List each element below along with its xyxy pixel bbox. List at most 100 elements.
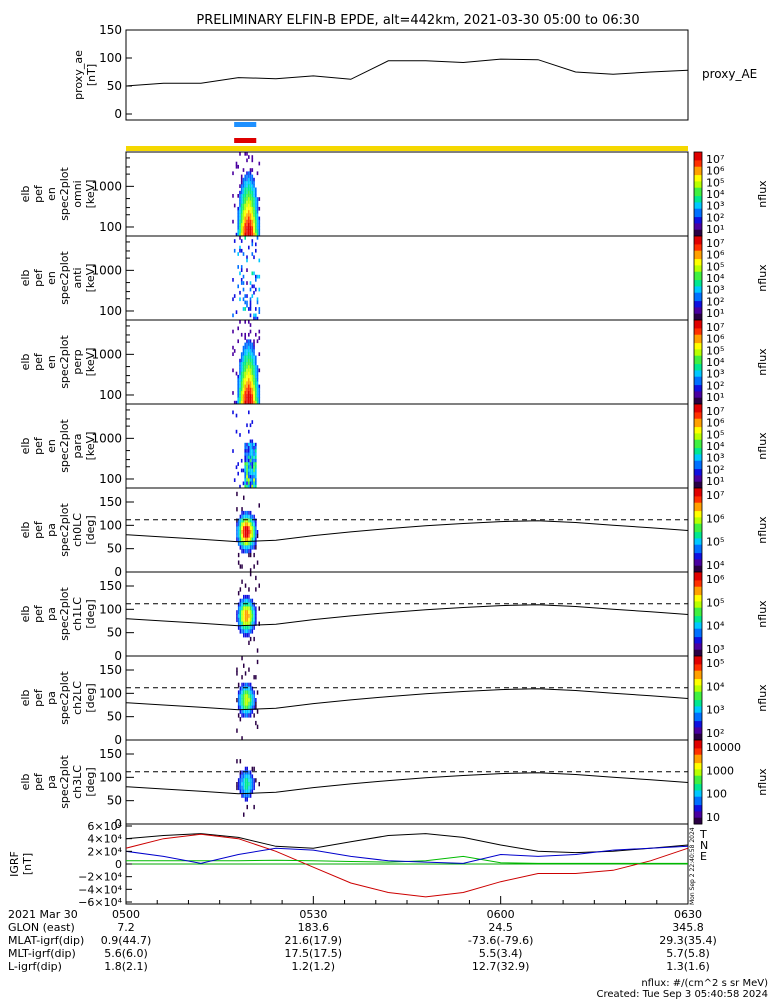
anti-colorbar-cell (694, 238, 702, 241)
perp-cell (246, 371, 248, 376)
omni-cell (246, 152, 248, 156)
omni-cell (239, 223, 241, 227)
perp-colorbar-cell (694, 372, 702, 376)
omni-cell (246, 190, 248, 195)
ch2-colorbar-cell (694, 666, 702, 670)
perp-cell (244, 355, 246, 360)
perp-cell (248, 358, 250, 363)
ch3-cell (248, 778, 250, 783)
perp-colorbar-cell (694, 338, 702, 342)
omni-cell (249, 223, 252, 227)
omni-cell (248, 216, 250, 221)
ch0-colorbar-cell (694, 553, 702, 556)
ch2-ytick-label: 150 (99, 663, 122, 677)
ch2-colorbar-cell (694, 681, 702, 684)
perp-cell (244, 374, 246, 379)
ch1-colorbar-cell (694, 593, 702, 596)
anti-cell (232, 297, 234, 302)
perp-colorbar-cell (694, 399, 702, 403)
ch0-colorbar-cell (694, 511, 702, 514)
perp-cell (246, 358, 248, 363)
para-cell (255, 446, 257, 450)
ch0-cell (241, 526, 243, 531)
ch2-cell (244, 682, 247, 687)
ephem-mlt-value: 17.5(17.5) (285, 947, 343, 960)
anti-cell (255, 313, 257, 318)
omni-cell (244, 203, 246, 208)
perp-cell (248, 394, 250, 398)
omni-cell (242, 194, 245, 198)
para-cell (237, 462, 239, 466)
ch3-loss-cone-line (125, 772, 689, 795)
omni-colorbar-cell (694, 168, 702, 172)
para-cell (246, 446, 248, 450)
ch3-colorbar-cell (694, 821, 702, 825)
perp-cell (246, 374, 248, 379)
anti-colorbar-tick: 10³ (706, 284, 724, 297)
para-cell (244, 449, 246, 453)
perp-cell (239, 371, 241, 376)
perp-cell (253, 400, 255, 405)
perp-colorbar-cell (694, 389, 702, 392)
ch3-colorbar-cell (694, 761, 702, 764)
omni-cell (244, 216, 246, 221)
omni-cell (249, 194, 252, 198)
anti-cell (255, 307, 257, 311)
perp-cell (246, 384, 248, 389)
omni-cell (237, 194, 239, 198)
omni-cell (248, 203, 250, 208)
side-stamp: Mon Sep 2 22:40:58 2024 (689, 827, 696, 905)
ch3-cell (243, 770, 245, 775)
ch0-frame (125, 487, 689, 573)
ch1-ylabel: ch1LC (71, 597, 84, 631)
ch2-colorbar-cell (694, 685, 702, 688)
omni-colorbar-cell (694, 152, 702, 155)
perp-cell (237, 394, 239, 398)
perp-cell (255, 391, 257, 395)
perp-cell (255, 362, 257, 366)
omni-cell (253, 216, 255, 221)
perp-cell (256, 368, 259, 373)
perp-cell (248, 362, 250, 366)
ch3-colorbar-cell (694, 784, 702, 787)
para-cell (248, 455, 250, 460)
perp-colorbar-cell (694, 395, 702, 399)
omni-cell (256, 219, 259, 224)
ch0-colorbar-cell (694, 534, 702, 537)
anti-cell (233, 248, 236, 253)
omni-cell (244, 210, 246, 214)
omni-cell (235, 164, 238, 169)
ch0-ytick-label: 100 (99, 518, 122, 532)
perp-colorbar-cell (694, 357, 702, 361)
omni-cell (246, 232, 248, 237)
ch3-cell (239, 778, 242, 783)
ch3-colorbar-cell (694, 809, 702, 812)
ch2-ytick-label: 100 (99, 686, 122, 700)
para-ylabel: spec2plot (58, 419, 71, 473)
ch3-cell (244, 793, 247, 798)
perp-cell (253, 387, 255, 392)
omni-cell (248, 219, 250, 224)
ch1-loss-cone-line (125, 604, 689, 627)
perp-cell (249, 384, 252, 389)
para-cell (253, 442, 255, 447)
para-colorbar-label: nflux (756, 432, 769, 460)
ch1-colorbar-cell (694, 574, 702, 577)
perp-cell (256, 371, 259, 376)
para-cell (249, 475, 252, 479)
perp-cell (248, 342, 250, 347)
ch2-cell (248, 709, 250, 714)
perp-cell (249, 352, 252, 356)
perp-cell (255, 397, 257, 402)
ch2-cell (246, 686, 248, 691)
omni-cell (240, 177, 243, 182)
para-colorbar-cell (694, 410, 702, 413)
para-colorbar-cell (694, 425, 702, 428)
ch0-cell (243, 514, 245, 519)
ch1-cell (239, 625, 242, 630)
ch3-colorbar-cell (694, 750, 702, 754)
anti-cell (251, 252, 254, 256)
ch1-cell (248, 587, 250, 592)
anti-ylabel: pef (32, 268, 45, 287)
omni-cell (253, 177, 255, 182)
